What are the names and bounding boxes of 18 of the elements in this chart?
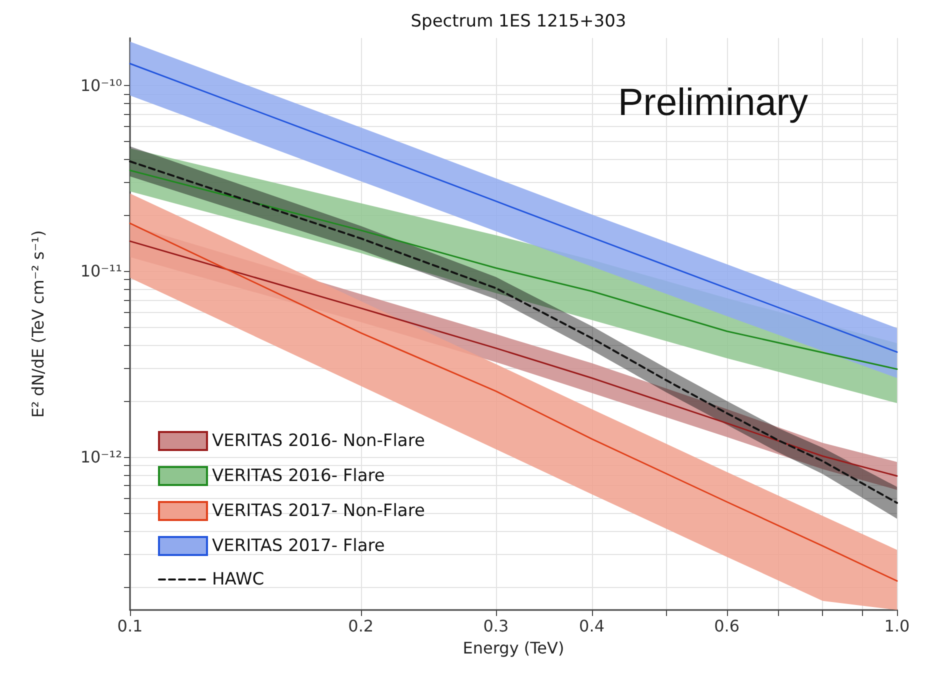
y-tick-label: 10⁻¹¹	[80, 262, 122, 281]
legend-label: VERITAS 2016- Flare	[212, 466, 385, 486]
y-axis-title: E² dN/dE (TeV cm⁻² s⁻¹)	[28, 230, 48, 418]
x-tick-label: 1.0	[884, 616, 910, 636]
y-tick-label: 10⁻¹²	[80, 447, 122, 466]
legend-label: HAWC	[212, 570, 264, 590]
x-tick-label: 0.3	[483, 616, 509, 636]
x-tick-label: 0.6	[714, 616, 740, 636]
chart-title: Spectrum 1ES 1215+303	[410, 12, 626, 32]
x-axis-title: Energy (TeV)	[462, 638, 564, 658]
x-tick-label: 0.1	[117, 616, 143, 636]
x-tick-label: 0.2	[348, 616, 374, 636]
legend-label: VERITAS 2017- Non-Flare	[212, 501, 425, 521]
y-tick-label: 10⁻¹⁰	[80, 76, 122, 95]
legend-label: VERITAS 2016- Non-Flare	[212, 431, 425, 451]
x-tick-label: 0.4	[579, 616, 605, 636]
annotation: Preliminary	[618, 82, 808, 124]
legend-label: VERITAS 2017- Flare	[212, 536, 385, 556]
